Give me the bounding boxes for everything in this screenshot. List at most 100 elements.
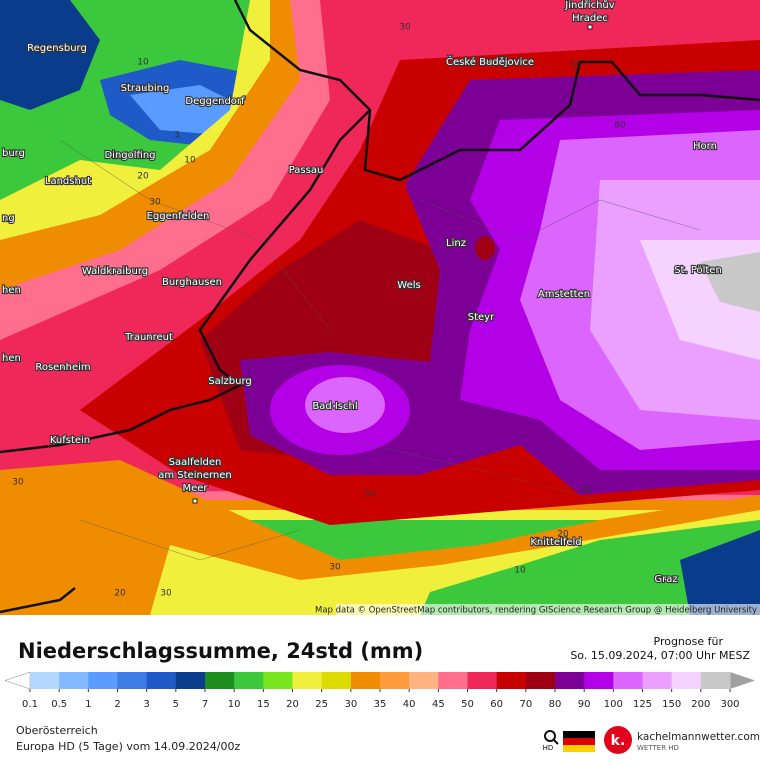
city-dot <box>561 291 567 297</box>
colorbar-segment <box>292 672 323 689</box>
city-dot <box>192 498 198 504</box>
colorbar-tick-label: 150 <box>662 699 681 710</box>
colorbar-segment <box>642 672 673 689</box>
city-label: Jindřichův <box>564 0 614 11</box>
city-label: Dingolfing <box>104 150 155 161</box>
city-dot <box>189 279 195 285</box>
colorbar-segment <box>671 672 702 689</box>
city-label: Steyr <box>468 312 495 323</box>
city-label: St. Pölten <box>674 265 722 276</box>
contour-label: 10 <box>184 156 196 166</box>
colorbar-segment <box>555 672 585 689</box>
colorbar-segment <box>263 672 293 689</box>
city-label: Horn <box>693 141 717 152</box>
contour-label: 50 <box>364 490 376 500</box>
colorbar-tick-label: 35 <box>374 699 387 710</box>
city-label: Hradec <box>572 13 608 24</box>
colorbar-segment <box>146 672 177 689</box>
city-label: Regensburg <box>27 43 87 54</box>
colorbar-segment <box>467 672 498 689</box>
colorbar-segment <box>409 672 439 689</box>
city-label: Waldkraiburg <box>82 266 148 277</box>
colorbar-over <box>730 672 755 689</box>
colorbar-tick-label: 45 <box>432 699 445 710</box>
colorbar-tick-label: 7 <box>202 699 208 710</box>
city-dot <box>695 267 701 273</box>
colorbar-tick-label: 2 <box>114 699 120 710</box>
colorbar-segment <box>438 672 468 689</box>
colorbar-segment <box>321 672 352 689</box>
attribution: Map data © OpenStreetMap contributors, r… <box>315 606 757 616</box>
city-dot <box>54 45 60 51</box>
city-dot <box>663 576 669 582</box>
colorbar-tick-label: 10 <box>228 699 241 710</box>
colorbar-tick-label: 60 <box>490 699 503 710</box>
city-label: Burghausen <box>162 277 222 288</box>
city-label: Landshut <box>45 176 91 187</box>
colorbar-segment <box>59 672 89 689</box>
city-dot <box>587 24 593 30</box>
city-label: am Steinernen <box>158 470 232 481</box>
city-dot <box>702 143 708 149</box>
city-label: České Budějovice <box>446 55 534 68</box>
city-label: Wels <box>397 280 420 291</box>
contour-label: 30 <box>329 563 341 573</box>
region: Oberösterreich <box>16 724 98 737</box>
colorbar-tick-label: 200 <box>691 699 710 710</box>
colorbar-tick-label: 1 <box>85 699 91 710</box>
city-label: Rosenheim <box>35 362 90 373</box>
colorbar-segment <box>525 672 556 689</box>
colorbar-tick-label: 50 <box>461 699 474 710</box>
contour-label: 30 <box>149 198 161 208</box>
city-dot <box>478 314 484 320</box>
city-label: hen <box>2 353 21 364</box>
colorbar-segment <box>88 672 118 689</box>
contour-label: 80 <box>614 121 626 131</box>
legend-title: Niederschlagssumme, 24std (mm) <box>18 639 423 663</box>
city-label: Saalfelden <box>169 457 222 468</box>
colorbar-tick-label: 300 <box>720 699 739 710</box>
city-dot <box>65 178 71 184</box>
city-dot <box>60 364 66 370</box>
city-label: Bad Ischl <box>312 401 357 412</box>
contour-label: 50 <box>570 61 582 71</box>
colorbar-segment <box>700 672 731 689</box>
brand-sub: WETTER HD <box>637 744 679 752</box>
colorbar-tick-label: 100 <box>604 699 623 710</box>
colorbar-segment <box>350 672 381 689</box>
contour-label: 10 <box>514 566 526 576</box>
city-label: Straubing <box>121 83 170 94</box>
colorbar-tick-label: 0.5 <box>51 699 67 710</box>
colorbar-segment <box>175 672 206 689</box>
contour-label: 30 <box>12 478 24 488</box>
colorbar-segment <box>234 672 264 689</box>
brand: kachelmannwetter.com <box>637 731 760 743</box>
contour-label: 10 <box>137 58 149 68</box>
contour-label: 20 <box>557 530 569 540</box>
city-dot <box>553 539 559 545</box>
colorbar-segment <box>380 672 410 689</box>
city-dot <box>112 268 118 274</box>
city-dot <box>127 152 133 158</box>
contour-label: 20 <box>114 589 126 599</box>
city-label: Kufstein <box>50 435 90 446</box>
city-dot <box>332 403 338 409</box>
colorbar-tick-label: 90 <box>578 699 591 710</box>
city-label: Salzburg <box>208 376 251 387</box>
hd-icon: HD <box>543 744 554 752</box>
city-dot <box>175 213 181 219</box>
city-label: Graz <box>654 574 677 585</box>
colorbar-tick-label: 70 <box>519 699 532 710</box>
city-label: Traunreut <box>124 332 173 343</box>
colorbar-tick-label: 40 <box>403 699 416 710</box>
colorbar-tick-label: 0.1 <box>22 699 38 710</box>
city-dot <box>212 98 218 104</box>
city-label: Passau <box>289 165 324 176</box>
city-label: Meer <box>182 483 208 494</box>
city-dot <box>146 334 152 340</box>
contour-label: 30 <box>160 589 172 599</box>
contour-label: 20 <box>137 172 149 182</box>
colorbar-tick-label: 5 <box>173 699 179 710</box>
